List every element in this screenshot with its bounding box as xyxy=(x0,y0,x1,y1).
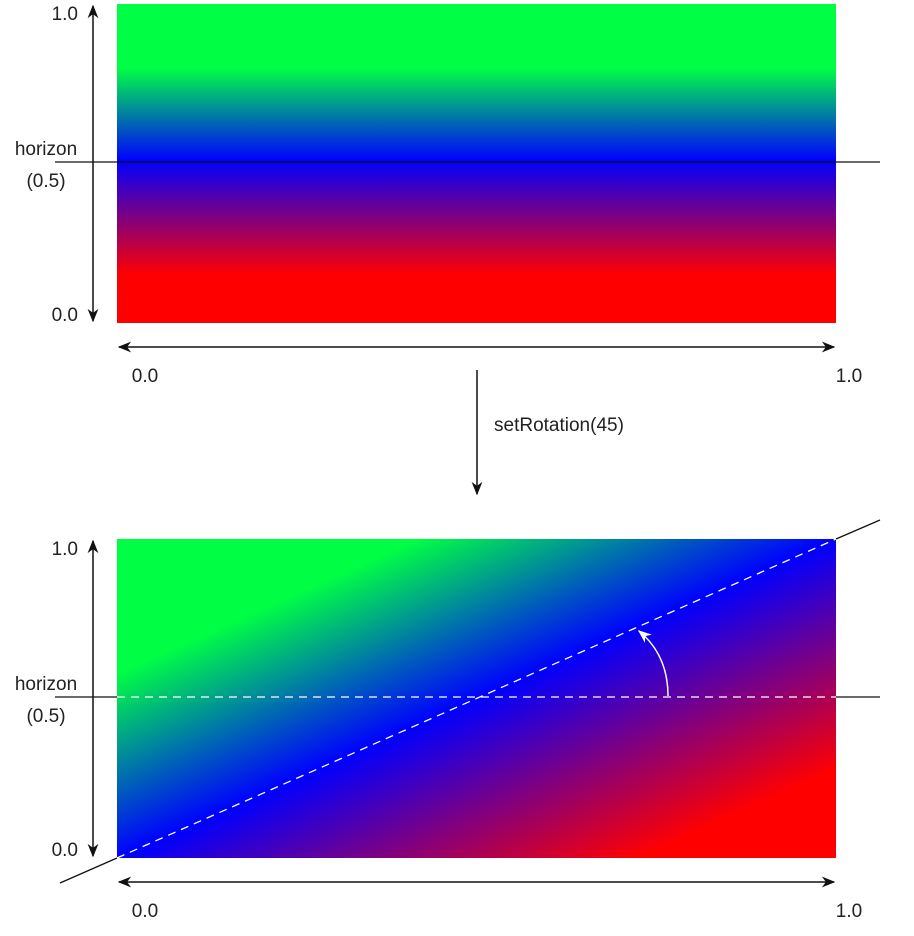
transition-label: setRotation(45) xyxy=(494,415,624,436)
rotated-dashed xyxy=(116,538,837,859)
x-left-label: 0.0 xyxy=(132,901,158,922)
y-top-label: 1.0 xyxy=(52,539,78,560)
horizon-value: (0.5) xyxy=(26,171,65,192)
horizon-label: horizon xyxy=(15,139,77,160)
x-right-label: 1.0 xyxy=(836,901,862,922)
rotated-line xyxy=(835,519,881,540)
rotated-line xyxy=(59,857,118,884)
horizon-value: (0.5) xyxy=(26,706,65,727)
horizon-label: horizon xyxy=(15,674,77,695)
rotation-arc xyxy=(637,630,669,697)
gradient-area xyxy=(117,4,836,323)
y-bottom-label: 0.0 xyxy=(52,305,78,326)
x-left-label: 0.0 xyxy=(132,366,158,387)
x-right-label: 1.0 xyxy=(836,366,862,387)
y-top-label: 1.0 xyxy=(52,4,78,25)
y-bottom-label: 0.0 xyxy=(52,840,78,861)
